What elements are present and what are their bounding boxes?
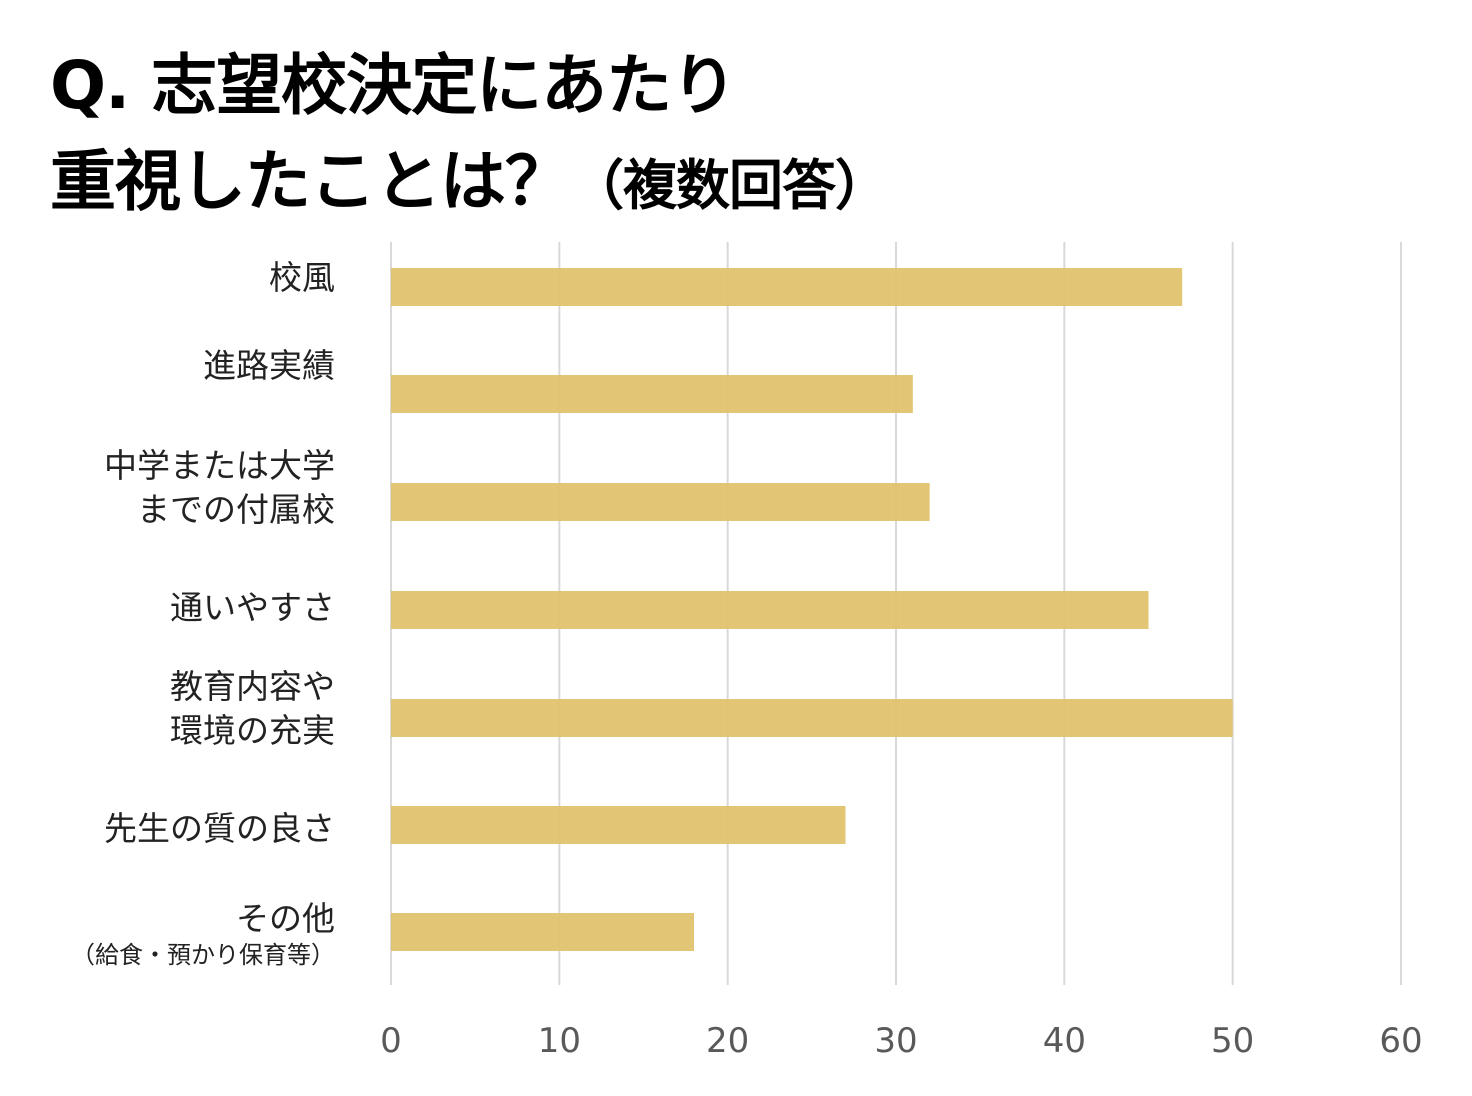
title-line-2: 重視したことは？（複数回答） xyxy=(50,134,889,234)
title-line-2-main: 重視したことは？ xyxy=(50,143,571,220)
x-tick-label: 40 xyxy=(1043,1021,1086,1061)
category-label: までの付属校 xyxy=(137,490,335,529)
category-label: 中学または大学 xyxy=(104,446,335,485)
bar xyxy=(391,375,913,413)
category-label: その他 xyxy=(236,899,335,938)
category-label: 校風 xyxy=(269,258,335,297)
bar xyxy=(391,268,1183,306)
x-tick-label: 50 xyxy=(1211,1021,1254,1061)
title-line-1: Q. 志望校決定にあたり xyxy=(50,47,737,124)
x-tick-label: 60 xyxy=(1379,1021,1422,1061)
category-label: 環境の充実 xyxy=(170,711,335,750)
category-label: 先生の質の良さ xyxy=(104,809,335,848)
bar xyxy=(391,483,930,521)
category-label: 通いやすさ xyxy=(170,588,335,627)
x-tick-label: 10 xyxy=(538,1021,581,1061)
bar xyxy=(391,806,846,844)
category-sublabel: （給食・預かり保育等） xyxy=(71,941,335,969)
bar xyxy=(391,699,1233,737)
category-label: 進路実績 xyxy=(203,346,335,385)
x-tick-label: 20 xyxy=(706,1021,749,1061)
x-tick-label: 30 xyxy=(874,1021,917,1061)
x-tick-label: 0 xyxy=(380,1021,402,1061)
title-suffix: （複数回答） xyxy=(570,154,889,217)
chart-title: Q. 志望校決定にあたり 重視したことは？（複数回答） xyxy=(50,38,889,234)
bar xyxy=(391,913,694,951)
bar xyxy=(391,591,1149,629)
category-label: 教育内容や xyxy=(170,667,335,706)
